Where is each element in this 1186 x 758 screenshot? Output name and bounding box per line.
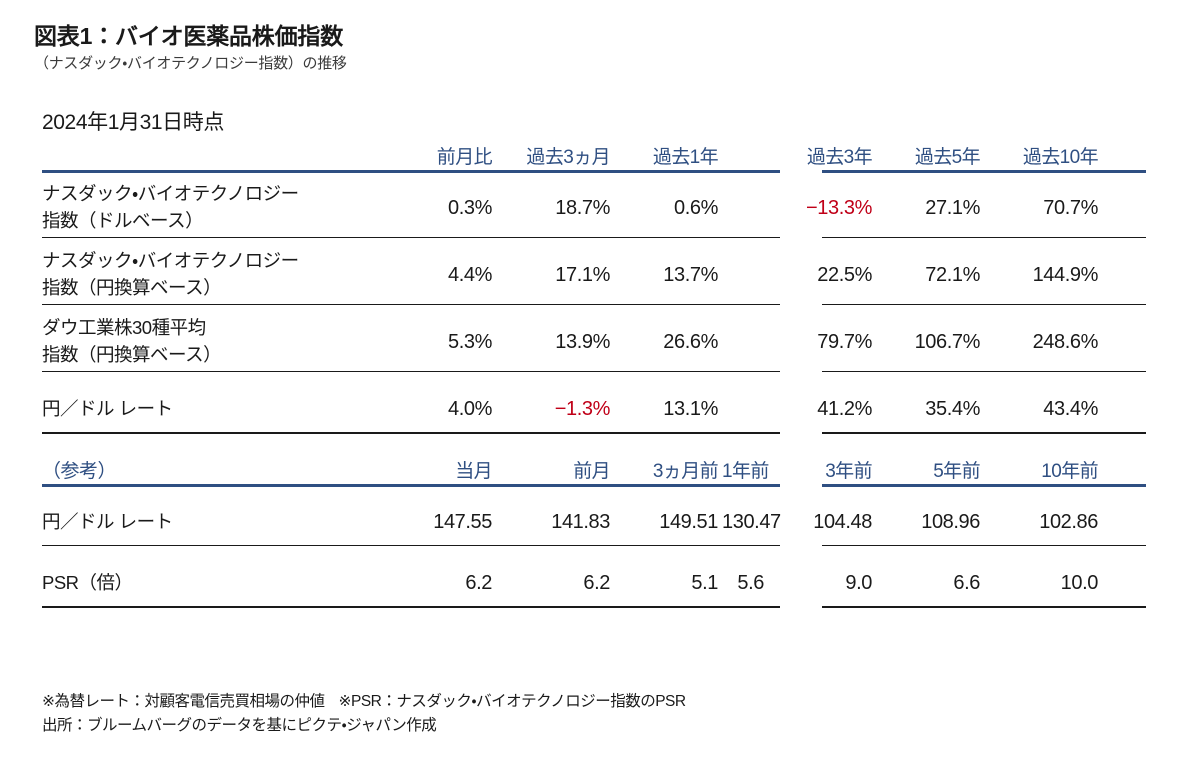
row-value: 13.9% xyxy=(555,330,610,353)
row-value: 141.83 xyxy=(551,510,610,533)
column-header-1year-ago: 1年前 xyxy=(722,460,769,482)
row-value: 43.4% xyxy=(1043,397,1098,420)
footnote-psr: ※PSR：ナスダック・バイオテクノロジー指数のPSR xyxy=(338,693,687,710)
footnotes: ※為替レート：対顧客電信売買相場の仲値 ※PSR：ナスダック・バイオテクノロジー指… xyxy=(42,690,686,738)
row-value: 4.4% xyxy=(448,263,492,286)
row-value: 35.4% xyxy=(925,397,980,420)
row-value: 72.1% xyxy=(925,263,980,286)
header-rule-right xyxy=(822,170,1146,173)
row-value: 5.1 xyxy=(691,571,718,594)
row-value: 5.3% xyxy=(448,330,492,353)
row-value: 248.6% xyxy=(1032,330,1099,353)
row-divider-right xyxy=(822,304,1146,305)
spacer xyxy=(42,432,1146,454)
row-divider-right xyxy=(822,371,1146,372)
row-value: 5.6 xyxy=(737,571,764,594)
spacer xyxy=(42,304,1146,313)
row-value: 104.48 xyxy=(813,510,872,533)
row-divider-left xyxy=(42,237,780,238)
row-value: 102.86 xyxy=(1039,510,1098,533)
row-label: 円／ドル レート xyxy=(42,510,173,532)
row-value: 79.7% xyxy=(817,330,872,353)
column-header-10years-ago: 10年前 xyxy=(1041,460,1098,482)
row-value: 27.1% xyxy=(925,196,980,219)
row-value: 9.0 xyxy=(845,571,872,594)
footnote-source: 出所：ブルームバーグのデータを基にピクテ・ジャパン作成 xyxy=(42,717,437,735)
spacer xyxy=(42,371,1146,386)
row-value: 70.7% xyxy=(1043,196,1098,219)
table-row: PSR（倍） 6.2 6.2 5.1 5.6 9.0 6.6 10.0 xyxy=(42,560,1146,606)
column-header-5years: 過去5年 xyxy=(914,146,981,168)
table-bottom-rule-right xyxy=(822,606,1146,608)
row-value: 147.55 xyxy=(433,510,492,533)
column-header-5years-ago: 5年前 xyxy=(933,460,980,482)
reference-header-row: （参考） 当月 前月 3ヵ月前 1年前 3年前 5年前 10年前 xyxy=(42,454,1146,484)
row-label: ナスダック・バイオテクノロジー 指数（円換算ベース） xyxy=(42,250,299,298)
row-label: ダウ工業株30種平均 指数（円換算ベース） xyxy=(42,317,222,365)
row-divider-left xyxy=(42,371,780,372)
page-subtitle: （ナスダック・バイオテクノロジー指数）の推移 xyxy=(34,54,347,72)
row-value: 0.3% xyxy=(448,196,492,219)
row-value: 130.47 xyxy=(722,510,781,533)
column-header-3months: 過去3ヵ月 xyxy=(526,146,610,168)
row-value: 26.6% xyxy=(663,330,718,353)
reference-header-rule-right xyxy=(822,484,1146,487)
row-value: 106.7% xyxy=(914,330,981,353)
footnote-line-1: ※為替レート：対顧客電信売買相場の仲値 ※PSR：ナスダック・バイオテクノロジー指… xyxy=(42,690,686,714)
spacer xyxy=(42,545,1146,560)
table-bottom-rule-left xyxy=(42,606,780,608)
row-value: 0.6% xyxy=(674,196,718,219)
row-value: 18.7% xyxy=(555,196,610,219)
spacer xyxy=(42,237,1146,246)
row-value: 13.1% xyxy=(663,397,718,420)
row-divider-left xyxy=(42,545,780,546)
column-header-current-month: 当月 xyxy=(455,460,492,482)
row-value: 17.1% xyxy=(555,263,610,286)
column-header-previous-month: 前月 xyxy=(573,460,610,482)
section-divider-right xyxy=(822,432,1146,434)
row-value: 108.96 xyxy=(921,510,980,533)
header-rule-left xyxy=(42,170,780,173)
row-divider-right xyxy=(822,545,1146,546)
as-of-date: 2024年1月31日時点 xyxy=(42,111,224,134)
column-header-10years: 過去10年 xyxy=(1022,146,1099,168)
row-value: 6.2 xyxy=(465,571,492,594)
table-row: 円／ドル レート 4.0% −1.3% 13.1% 41.2% 35.4% 43… xyxy=(42,386,1146,432)
table-row: ダウ工業株30種平均 指数（円換算ベース） 5.3% 13.9% 26.6% 7… xyxy=(42,313,1146,371)
row-divider-right xyxy=(822,237,1146,238)
table-header-row: 前月比 過去3ヵ月 過去1年 過去3年 過去5年 過去10年 xyxy=(42,140,1146,170)
row-value: 13.7% xyxy=(663,263,718,286)
row-value: 149.51 xyxy=(659,510,718,533)
row-divider-left xyxy=(42,304,780,305)
reference-header-rule-left xyxy=(42,484,780,487)
row-value: 4.0% xyxy=(448,397,492,420)
page-title: 図表1：バイオ医薬品株価指数 xyxy=(34,23,343,49)
row-value: −13.3% xyxy=(806,196,872,219)
row-label: ナスダック・バイオテクノロジー 指数（ドルベース） xyxy=(42,183,299,231)
reference-section-label: （参考） xyxy=(42,460,117,482)
row-label: PSR（倍） xyxy=(42,571,133,593)
title-block: 図表1：バイオ医薬品株価指数 （ナスダック・バイオテクノロジー指数）の推移 xyxy=(34,22,347,73)
row-value: 6.6 xyxy=(953,571,980,594)
column-header-prev-month: 前月比 xyxy=(436,146,493,168)
row-value: 41.2% xyxy=(817,397,872,420)
row-label: 円／ドル レート xyxy=(42,397,173,419)
row-value: 22.5% xyxy=(817,263,872,286)
column-header-3years-ago: 3年前 xyxy=(825,460,872,482)
row-value: 6.2 xyxy=(583,571,610,594)
footnote-fx: ※為替レート：対顧客電信売買相場の仲値 xyxy=(42,693,325,710)
row-value: 10.0 xyxy=(1060,571,1099,594)
row-value: −1.3% xyxy=(554,397,611,420)
table-row: ナスダック・バイオテクノロジー 指数（ドルベース） 0.3% 18.7% 0.6… xyxy=(42,179,1146,237)
column-header-3years: 過去3年 xyxy=(806,146,873,168)
data-table: 前月比 過去3ヵ月 過去1年 過去3年 過去5年 過去10年 ナスダック・バイオ… xyxy=(42,140,1146,608)
table-row: 円／ドル レート 147.55 141.83 149.51 130.47 104… xyxy=(42,499,1146,545)
section-divider-left xyxy=(42,432,780,434)
table-row: ナスダック・バイオテクノロジー 指数（円換算ベース） 4.4% 17.1% 13… xyxy=(42,246,1146,304)
column-header-3months-ago: 3ヵ月前 xyxy=(652,460,719,482)
row-value: 144.9% xyxy=(1032,263,1099,286)
column-header-1year: 過去1年 xyxy=(652,146,719,168)
